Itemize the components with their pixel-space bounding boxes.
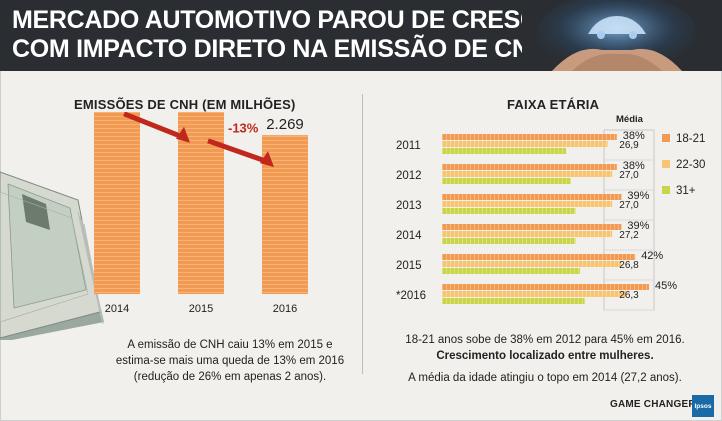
age-note-line-1: 18-21 anos sobe de 38% em 2012 para 45% … (405, 334, 685, 346)
age-bar-18-21-3 (442, 224, 622, 230)
cnh-change-label-2: -13% (228, 121, 259, 136)
media-value-4: 26,8 (619, 260, 639, 271)
age-bar-31+-2 (442, 208, 576, 214)
age-bar-31+-5 (442, 298, 585, 304)
cnh-value-label-2016: 2.269 (266, 116, 304, 133)
age-year-label-5: *2016 (396, 290, 426, 302)
age-note: 18-21 anos sobe de 38% em 2012 para 45% … (372, 332, 718, 386)
ipsos-logo: Ipsos (692, 395, 714, 417)
cnh-bar-2014 (94, 112, 140, 294)
legend-swatch-18-21 (662, 134, 670, 142)
decline-arrow-icon-1 (176, 126, 190, 143)
age-year-label-4: 2015 (396, 260, 422, 272)
media-value-2: 27,0 (619, 200, 639, 211)
age-note-line-2-text: Crescimento localizado entre mulheres. (436, 350, 654, 362)
age-bar-18-21-0 (442, 134, 617, 140)
media-value-0: 26,9 (619, 140, 639, 151)
age-bar-22-30-3 (442, 231, 613, 237)
license-stack-illustration (0, 171, 104, 340)
decline-arrow-shaft-1 (123, 112, 183, 140)
header-banner: MERCADO AUTOMOTIVO PAROU DE CRESCER, COM… (0, 0, 722, 71)
legend-label-18-21: 18-21 (676, 133, 705, 145)
media-value-3: 27,2 (619, 230, 639, 241)
cnh-note-line-1: A emissão de CNH caiu 13% em 2015 e (127, 339, 333, 351)
age-value-label-5: 45% (655, 280, 677, 292)
age-note-line-2: Crescimento localizado entre mulheres. (372, 348, 718, 364)
age-value-label-2: 39% (627, 190, 649, 202)
section-divider (362, 94, 363, 374)
age-bar-22-30-1 (442, 171, 613, 177)
legend-label-22-30: 22-30 (676, 159, 705, 171)
cnh-note-line-2: estima-se mais uma queda de 13% em 2016 (115, 355, 345, 367)
age-bar-18-21-5 (442, 284, 649, 290)
cnh-chart-title: EMISSÕES DE CNH (EM MILHÕES) (74, 97, 296, 112)
age-bar-22-30-0 (442, 141, 608, 147)
age-bar-31+-0 (442, 148, 567, 154)
age-chart-title: FAIXA ETÁRIA (507, 97, 600, 112)
age-bar-22-30-5 (442, 291, 626, 297)
media-value-1: 27,0 (619, 170, 639, 181)
media-value-5: 26,3 (619, 290, 639, 301)
legend-swatch-22-30 (662, 160, 670, 168)
media-header: Média (616, 114, 644, 125)
age-value-label-1: 38% (623, 160, 645, 172)
age-year-label-1: 2012 (396, 170, 422, 182)
decline-arrow-icon-2 (260, 151, 274, 168)
legend-swatch-31+ (662, 186, 670, 194)
age-bar-31+-4 (442, 268, 580, 274)
cnh-year-label-2016: 2016 (273, 303, 297, 315)
cnh-year-label-2015: 2015 (189, 303, 213, 315)
age-bar-18-21-2 (442, 194, 622, 200)
age-bar-22-30-4 (442, 261, 622, 267)
age-bar-31+-3 (442, 238, 576, 244)
decline-arrow-shaft-2 (207, 138, 267, 164)
page-title: MERCADO AUTOMOTIVO PAROU DE CRESCER, COM… (12, 6, 579, 64)
title-line-2: COM IMPACTO DIRETO NA EMISSÃO DE CNH (12, 35, 548, 63)
age-bar-22-30-2 (442, 201, 613, 207)
cnh-year-label-2014: 2014 (105, 303, 129, 315)
age-value-label-4: 42% (641, 250, 663, 262)
cnh-note-line-3: (redução de 26% em apenas 2 anos). (133, 371, 327, 383)
age-value-label-3: 39% (627, 220, 649, 232)
age-value-label-0: 38% (623, 130, 645, 142)
age-year-label-3: 2014 (396, 230, 422, 242)
age-year-label-2: 2013 (396, 200, 422, 212)
age-bar-18-21-1 (442, 164, 617, 170)
cnh-note: A emissão de CNH caiu 13% em 2015 e esti… (100, 337, 360, 385)
hands-car-illustration (522, 0, 722, 71)
age-chart: Média 201138%26,9201238%27,0201339%27,02… (396, 114, 705, 311)
legend-label-31+: 31+ (676, 185, 696, 197)
age-year-label-0: 2011 (396, 140, 421, 152)
age-bar-31+-1 (442, 178, 571, 184)
age-note-line-3: A média da idade atingiu o topo em 2014 … (408, 372, 682, 384)
footer-brand: GAME CHANGERS (610, 399, 703, 410)
age-bar-18-21-4 (442, 254, 636, 260)
title-line-1: MERCADO AUTOMOTIVO PAROU DE CRESCER, (12, 6, 579, 34)
